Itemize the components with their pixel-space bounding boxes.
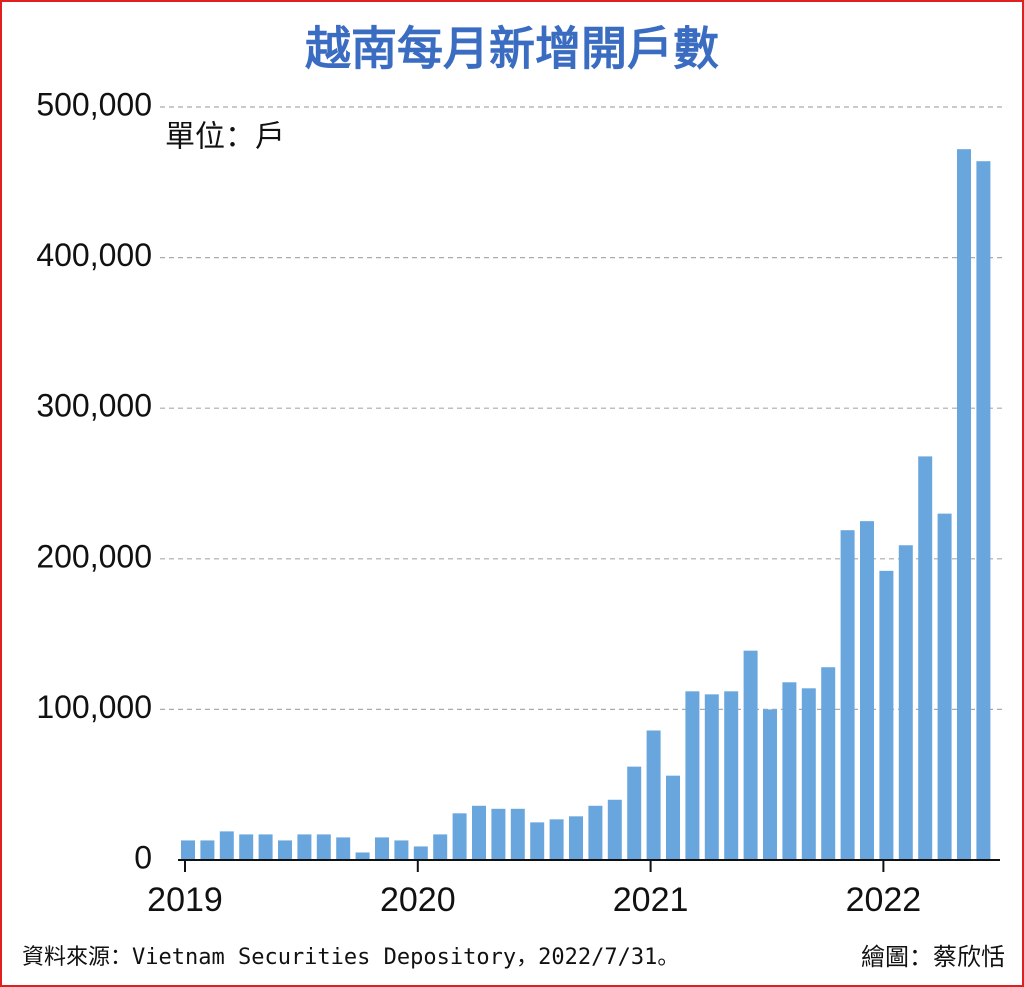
bar	[801, 688, 816, 860]
bar	[200, 840, 215, 860]
bar	[394, 840, 409, 860]
bar	[219, 831, 234, 860]
bar	[743, 650, 758, 860]
y-tick-label: 300,000	[36, 388, 152, 424]
bar	[976, 161, 991, 860]
bar	[316, 834, 331, 860]
bar	[685, 691, 700, 860]
x-tick-label: 2022	[846, 881, 922, 919]
y-tick-label: 200,000	[36, 538, 152, 574]
bar	[181, 840, 195, 860]
x-tick-label: 2019	[147, 881, 223, 919]
bar	[549, 819, 564, 860]
bar	[860, 521, 874, 860]
bar	[433, 834, 448, 860]
y-tick-label: 100,000	[36, 689, 152, 725]
chart-title: 越南每月新增開戶數	[305, 22, 719, 76]
bar	[782, 682, 797, 860]
bar	[278, 840, 292, 860]
bar	[879, 570, 894, 860]
y-tick-label: 400,000	[36, 237, 152, 273]
bar	[355, 852, 370, 860]
bar	[472, 805, 486, 860]
bar	[666, 775, 680, 860]
bar	[452, 813, 467, 860]
bar	[627, 766, 642, 860]
bar	[510, 808, 525, 860]
bar	[588, 805, 603, 860]
unit-label: 單位：戶	[165, 120, 285, 155]
bar	[297, 834, 312, 860]
bar	[937, 513, 952, 860]
bar	[413, 846, 428, 860]
bar	[646, 730, 661, 860]
bar	[724, 691, 739, 860]
bar	[491, 808, 506, 860]
y-tick-label: 500,000	[36, 86, 152, 122]
bar	[569, 816, 583, 860]
credit: 繪圖：蔡欣恬	[861, 943, 1005, 971]
bar	[239, 834, 254, 860]
bar	[258, 834, 273, 860]
bar	[840, 530, 855, 860]
x-tick-label: 2020	[380, 881, 456, 919]
bar	[898, 545, 913, 860]
bar	[336, 837, 351, 860]
bar	[530, 822, 545, 860]
bar	[763, 709, 777, 860]
bar	[704, 694, 719, 860]
bar	[918, 456, 933, 860]
source: 資料來源：Vietnam Securities Depository，2022/…	[22, 945, 679, 970]
bar	[607, 799, 622, 860]
y-tick-label: 0	[134, 839, 152, 875]
bar	[375, 837, 389, 860]
x-tick-label: 2021	[613, 881, 689, 919]
bar	[957, 149, 971, 861]
bar	[821, 667, 836, 860]
